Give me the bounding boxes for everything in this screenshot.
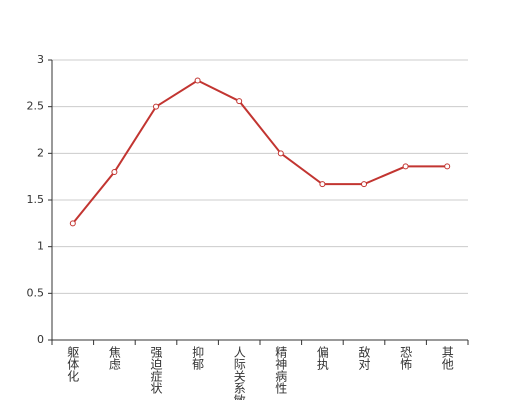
point xyxy=(69,220,76,227)
point xyxy=(194,77,201,84)
x-tick-label: 人际关系敏感 xyxy=(232,346,246,400)
x-tick-label: 焦虑 xyxy=(107,346,121,370)
x-tick-label: 强迫症状 xyxy=(149,346,163,394)
y-tick-label: 2 xyxy=(37,146,44,159)
x-tick-label: 抑郁 xyxy=(191,345,205,371)
y-tick-label: 0 xyxy=(37,333,44,346)
point xyxy=(236,98,243,105)
x-tick-label: 偏执 xyxy=(315,345,329,371)
line xyxy=(72,79,448,224)
point xyxy=(361,181,367,188)
x-tick-label: 精神病性 xyxy=(274,346,288,395)
y-tick-label: 3 xyxy=(37,53,44,66)
y-tick-label: 1.5 xyxy=(27,193,45,206)
point xyxy=(153,103,159,110)
x-tick-label: 其他 xyxy=(440,346,454,370)
point xyxy=(111,169,118,175)
x-tick-label: 恐怖 xyxy=(399,346,413,370)
point xyxy=(402,163,409,170)
x-tick-label: 敌对 xyxy=(357,345,371,370)
y-tick-label: 1 xyxy=(37,240,44,253)
y-tick-label: 0.5 xyxy=(27,286,45,299)
x-tick-label: 躯体化 xyxy=(66,345,80,383)
point xyxy=(319,181,326,188)
y-tick-label: 2.5 xyxy=(27,100,45,113)
point xyxy=(277,150,284,157)
point xyxy=(444,163,451,170)
